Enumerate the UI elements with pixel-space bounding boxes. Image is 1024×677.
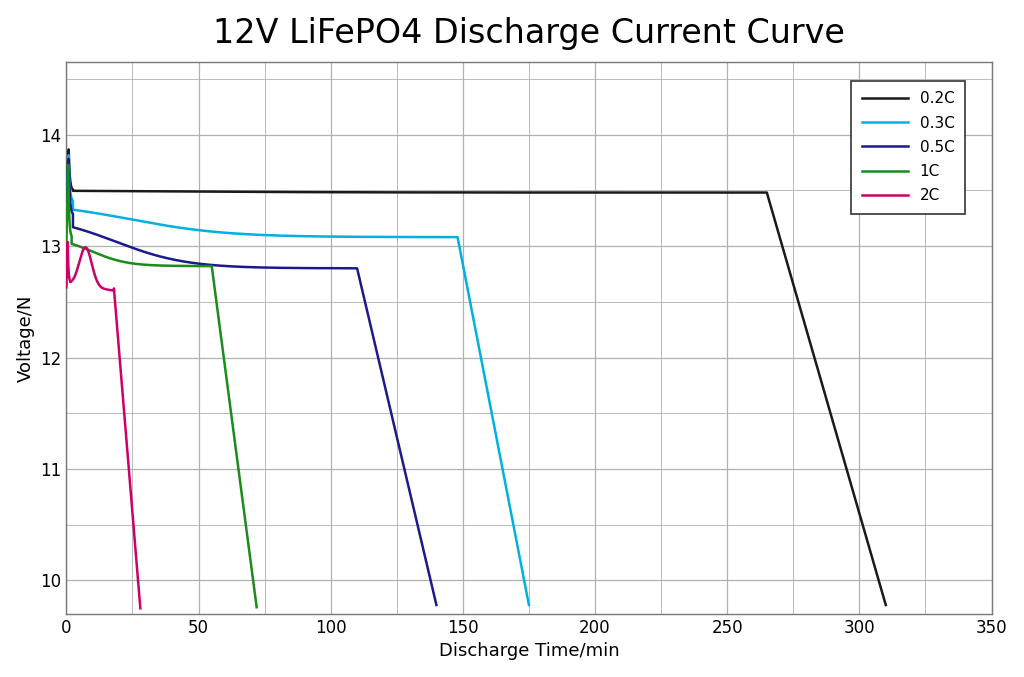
0.2C — [60, 192, 73, 200]
0.2C — [880, 601, 892, 609]
0.3C — [493, 445, 505, 454]
0.5C — [60, 217, 73, 225]
0.2C — [62, 146, 75, 154]
0.2C — [838, 456, 850, 464]
0.5C — [62, 155, 75, 163]
Line: 0.5C: 0.5C — [67, 159, 436, 605]
1C — [60, 238, 73, 246]
2C — [61, 238, 74, 246]
0.3C — [453, 238, 465, 246]
0.3C — [60, 203, 73, 211]
X-axis label: Discharge Time/min: Discharge Time/min — [438, 642, 620, 660]
Y-axis label: Voltage/N: Voltage/N — [16, 294, 35, 382]
2C — [134, 605, 146, 613]
0.2C — [829, 427, 842, 435]
0.5C — [66, 207, 78, 215]
1C — [231, 459, 244, 467]
0.5C — [60, 204, 73, 212]
1C — [65, 228, 77, 236]
0.3C — [464, 296, 476, 304]
Title: 12V LiFePO4 Discharge Current Curve: 12V LiFePO4 Discharge Current Curve — [213, 17, 845, 49]
2C — [63, 275, 76, 283]
2C — [109, 289, 121, 297]
0.5C — [402, 483, 415, 491]
0.2C — [781, 259, 794, 267]
0.2C — [60, 183, 73, 191]
0.5C — [396, 459, 409, 467]
1C — [62, 161, 75, 169]
0.3C — [498, 472, 510, 480]
2C — [123, 469, 135, 477]
0.5C — [430, 601, 442, 609]
Legend: 0.2C, 0.3C, 0.5C, 1C, 2C: 0.2C, 0.3C, 0.5C, 1C, 2C — [851, 81, 966, 214]
2C — [113, 339, 125, 347]
2C — [125, 492, 137, 500]
Line: 0.3C: 0.3C — [67, 155, 529, 605]
Line: 2C: 2C — [67, 242, 140, 609]
Line: 1C: 1C — [67, 165, 257, 607]
0.2C — [66, 183, 78, 192]
1C — [213, 320, 225, 328]
0.5C — [352, 269, 365, 278]
2C — [60, 283, 73, 291]
0.3C — [62, 151, 75, 159]
1C — [234, 483, 247, 492]
0.3C — [523, 601, 536, 609]
Line: 0.2C: 0.2C — [67, 150, 886, 605]
0.2C — [763, 195, 775, 203]
0.5C — [365, 322, 377, 330]
0.3C — [66, 194, 78, 202]
1C — [206, 267, 218, 276]
1C — [60, 223, 73, 232]
2C — [60, 274, 73, 282]
1C — [251, 603, 263, 611]
0.3C — [60, 192, 73, 200]
